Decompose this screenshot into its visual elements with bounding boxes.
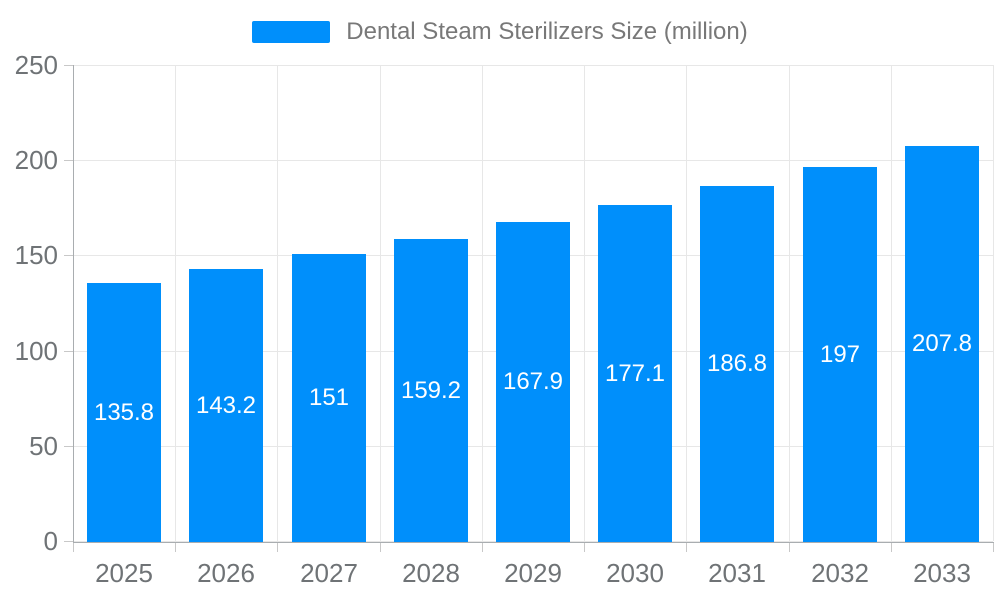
legend-series-label: Dental Steam Sterilizers Size (million) (346, 18, 748, 45)
legend: Dental Steam Sterilizers Size (million) (0, 17, 1000, 47)
gridline-horizontal (73, 160, 993, 161)
y-axis-tick (64, 255, 73, 256)
gridline-vertical (891, 65, 892, 541)
bar: 143.2 (189, 269, 263, 542)
bar-value-label: 177.1 (604, 359, 666, 387)
gridline-horizontal (73, 65, 993, 66)
x-axis-category-label: 2028 (402, 558, 460, 588)
gridline-vertical (993, 65, 994, 541)
x-axis-category-label: 2029 (504, 558, 562, 588)
legend-item[interactable]: Dental Steam Sterilizers Size (million) (252, 18, 748, 46)
y-axis-tick-label: 200 (14, 145, 58, 175)
gridline-vertical (175, 65, 176, 541)
y-axis-tick-label: 50 (29, 431, 58, 461)
gridline-vertical (789, 65, 790, 541)
bar-value-label: 167.9 (502, 368, 564, 395)
x-axis-category-label: 2030 (606, 558, 664, 588)
gridline-vertical (277, 65, 278, 541)
bar-value-label: 186.8 (706, 350, 768, 377)
bar: 151 (292, 254, 366, 542)
gridline-vertical (584, 65, 585, 541)
bar: 159.2 (394, 239, 468, 542)
y-axis-tick-label: 0 (43, 526, 58, 556)
x-axis-category-label: 2032 (811, 558, 869, 588)
x-axis-tick (73, 542, 74, 552)
bar: 197 (803, 167, 877, 542)
y-axis-tick (64, 541, 73, 542)
x-axis-tick (277, 542, 278, 552)
gridline-vertical (482, 65, 483, 541)
bar-value-label: 207.8 (911, 330, 973, 357)
y-axis-tick (64, 351, 73, 352)
x-axis-category-label: 2027 (300, 558, 358, 588)
x-axis-tick (686, 542, 687, 552)
x-axis-tick (584, 542, 585, 552)
y-axis-tick (64, 446, 73, 447)
bar-value-label: 159.2 (400, 376, 462, 404)
bar-value-label: 151 (308, 384, 350, 411)
bar: 177.1 (598, 205, 672, 542)
x-axis-category-label: 2031 (708, 558, 766, 588)
bar-value-label: 143.2 (195, 391, 257, 419)
x-axis-tick (175, 542, 176, 552)
gridline-vertical (380, 65, 381, 541)
y-axis-tick (64, 160, 73, 161)
bar: 167.9 (496, 222, 570, 542)
bar-value-label: 197 (819, 340, 861, 368)
x-axis-tick (789, 542, 790, 552)
x-axis-category-label: 2033 (913, 558, 971, 588)
bar-value-label: 135.8 (93, 398, 155, 426)
bar: 207.8 (905, 146, 979, 542)
legend-swatch (252, 21, 331, 43)
bar: 186.8 (700, 186, 774, 542)
x-axis-line (73, 542, 994, 543)
y-axis-tick-label: 150 (14, 240, 58, 270)
y-axis-line (73, 65, 74, 542)
x-axis-tick (993, 542, 994, 552)
x-axis-category-label: 2026 (197, 558, 255, 588)
x-axis-tick (380, 542, 381, 552)
x-axis-tick (482, 542, 483, 552)
x-axis-tick (891, 542, 892, 552)
y-axis-tick-label: 250 (14, 50, 58, 80)
bar: 135.8 (87, 283, 161, 542)
gridline-vertical (686, 65, 687, 541)
y-axis-tick-label: 100 (14, 336, 58, 366)
x-axis-category-label: 2025 (95, 558, 153, 588)
y-axis-tick (64, 65, 73, 66)
